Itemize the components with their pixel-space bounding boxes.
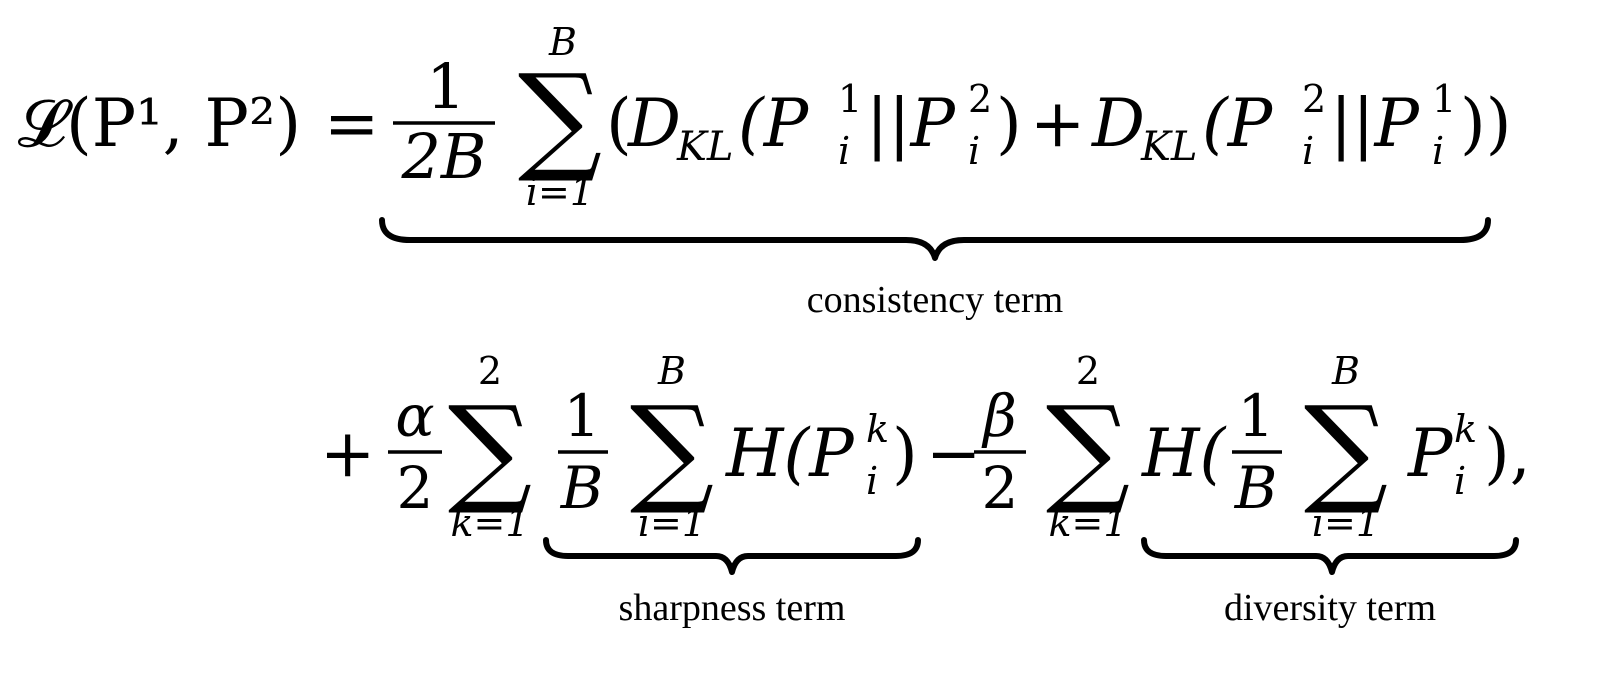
summation-symbol-i: ∑ — [630, 380, 714, 518]
entropy-sharpness: H(P — [725, 415, 855, 492]
kl-divergence-1-sub2: i — [968, 129, 980, 173]
beta-denominator: 2 — [982, 454, 1019, 522]
line2-plus-sign: + — [320, 415, 375, 492]
kl-divergence-1-sep: ||P — [866, 85, 956, 162]
entropy-sharpness-sup: k — [866, 407, 889, 451]
kl-divergence-1-close: ) — [996, 85, 1022, 162]
summation-symbol-i2: ∑ — [1304, 380, 1388, 518]
inner-fraction-denominator: B — [560, 454, 604, 522]
sum-upper-limit: B — [548, 20, 577, 64]
inner2-fraction-denominator: B — [1234, 454, 1278, 522]
sharpness-term-label: sharpness term — [619, 587, 846, 629]
entropy-sharpness-close: ) — [892, 415, 918, 492]
kl-divergence-1-arg: (P — [738, 85, 810, 162]
kl-divergence-2-close: )) — [1460, 85, 1512, 162]
sum1-upper-limit: 2 — [478, 349, 502, 393]
sum3-upper-limit: 2 — [1076, 349, 1100, 393]
kl-divergence-2-sub1: i — [1302, 129, 1314, 173]
entropy-diversity-close: ), — [1484, 415, 1531, 492]
sum1-lower-limit: k=1 — [450, 501, 529, 545]
kl-divergence-1-sup1: 1 — [838, 77, 862, 121]
entropy-sharpness-sub: i — [866, 459, 878, 503]
entropy-diversity-sub: i — [1454, 459, 1466, 503]
inner-fraction-numerator: 1 — [564, 382, 601, 450]
summation-symbol-k: ∑ — [448, 380, 532, 518]
summation-symbol: ∑ — [518, 48, 602, 186]
kl-divergence-2-subscript: KL — [1140, 124, 1197, 170]
minus-sign: − — [926, 415, 981, 492]
equation-line-1: 𝓛(P¹, P²) = 1 2B B ∑ i=1 ( D KL (P 1 i |… — [18, 20, 1512, 321]
entropy-diversity-open: H( — [1141, 415, 1227, 492]
summation-symbol-k2: ∑ — [1046, 380, 1130, 518]
kl-divergence-2-sep: ||P — [1330, 85, 1420, 162]
sum4-lower-limit: i=1 — [1312, 501, 1380, 545]
sum-lower-limit: i=1 — [526, 170, 594, 214]
kl-divergence-1-sub1: i — [838, 129, 850, 173]
fraction-denominator: 2B — [400, 120, 486, 193]
plus-sign: + — [1030, 85, 1085, 162]
sum2-upper-limit: B — [657, 349, 686, 393]
diversity-underbrace — [1141, 537, 1519, 575]
kl-divergence-1-sup2: 2 — [968, 77, 992, 121]
kl-divergence-2-sub2: i — [1432, 129, 1444, 173]
kl-divergence-2-name: D — [1091, 85, 1145, 162]
beta-numerator: β — [981, 382, 1017, 450]
consistency-underbrace — [379, 217, 1491, 261]
loss-lhs: 𝓛(P¹, P²) — [18, 85, 301, 162]
kl-divergence-2-sup1: 2 — [1302, 77, 1326, 121]
entropy-diversity-p: P — [1407, 415, 1454, 492]
kl-divergence-2-sup2: 1 — [1432, 77, 1456, 121]
alpha-denominator: 2 — [397, 454, 434, 522]
alpha-numerator: α — [395, 382, 434, 450]
kl-divergence-2-arg: (P — [1202, 85, 1274, 162]
fraction-numerator: 1 — [426, 50, 465, 123]
sum4-upper-limit: B — [1331, 349, 1360, 393]
equation-line-2: + α 2 2 ∑ k=1 1 B B ∑ i=1 H(P k i ) shar… — [320, 349, 1531, 629]
inner2-fraction-numerator: 1 — [1238, 382, 1275, 450]
sum2-lower-limit: i=1 — [638, 501, 706, 545]
entropy-diversity-sup: k — [1454, 407, 1477, 451]
sum3-lower-limit: k=1 — [1048, 501, 1127, 545]
diversity-term-label: diversity term — [1224, 587, 1436, 629]
consistency-term-label: consistency term — [807, 279, 1063, 321]
body-open-paren: ( — [606, 85, 632, 162]
sharpness-underbrace — [543, 537, 921, 575]
kl-divergence-1-subscript: KL — [676, 124, 733, 170]
kl-divergence-1-name: D — [627, 85, 681, 162]
equals-sign: = — [324, 85, 379, 162]
